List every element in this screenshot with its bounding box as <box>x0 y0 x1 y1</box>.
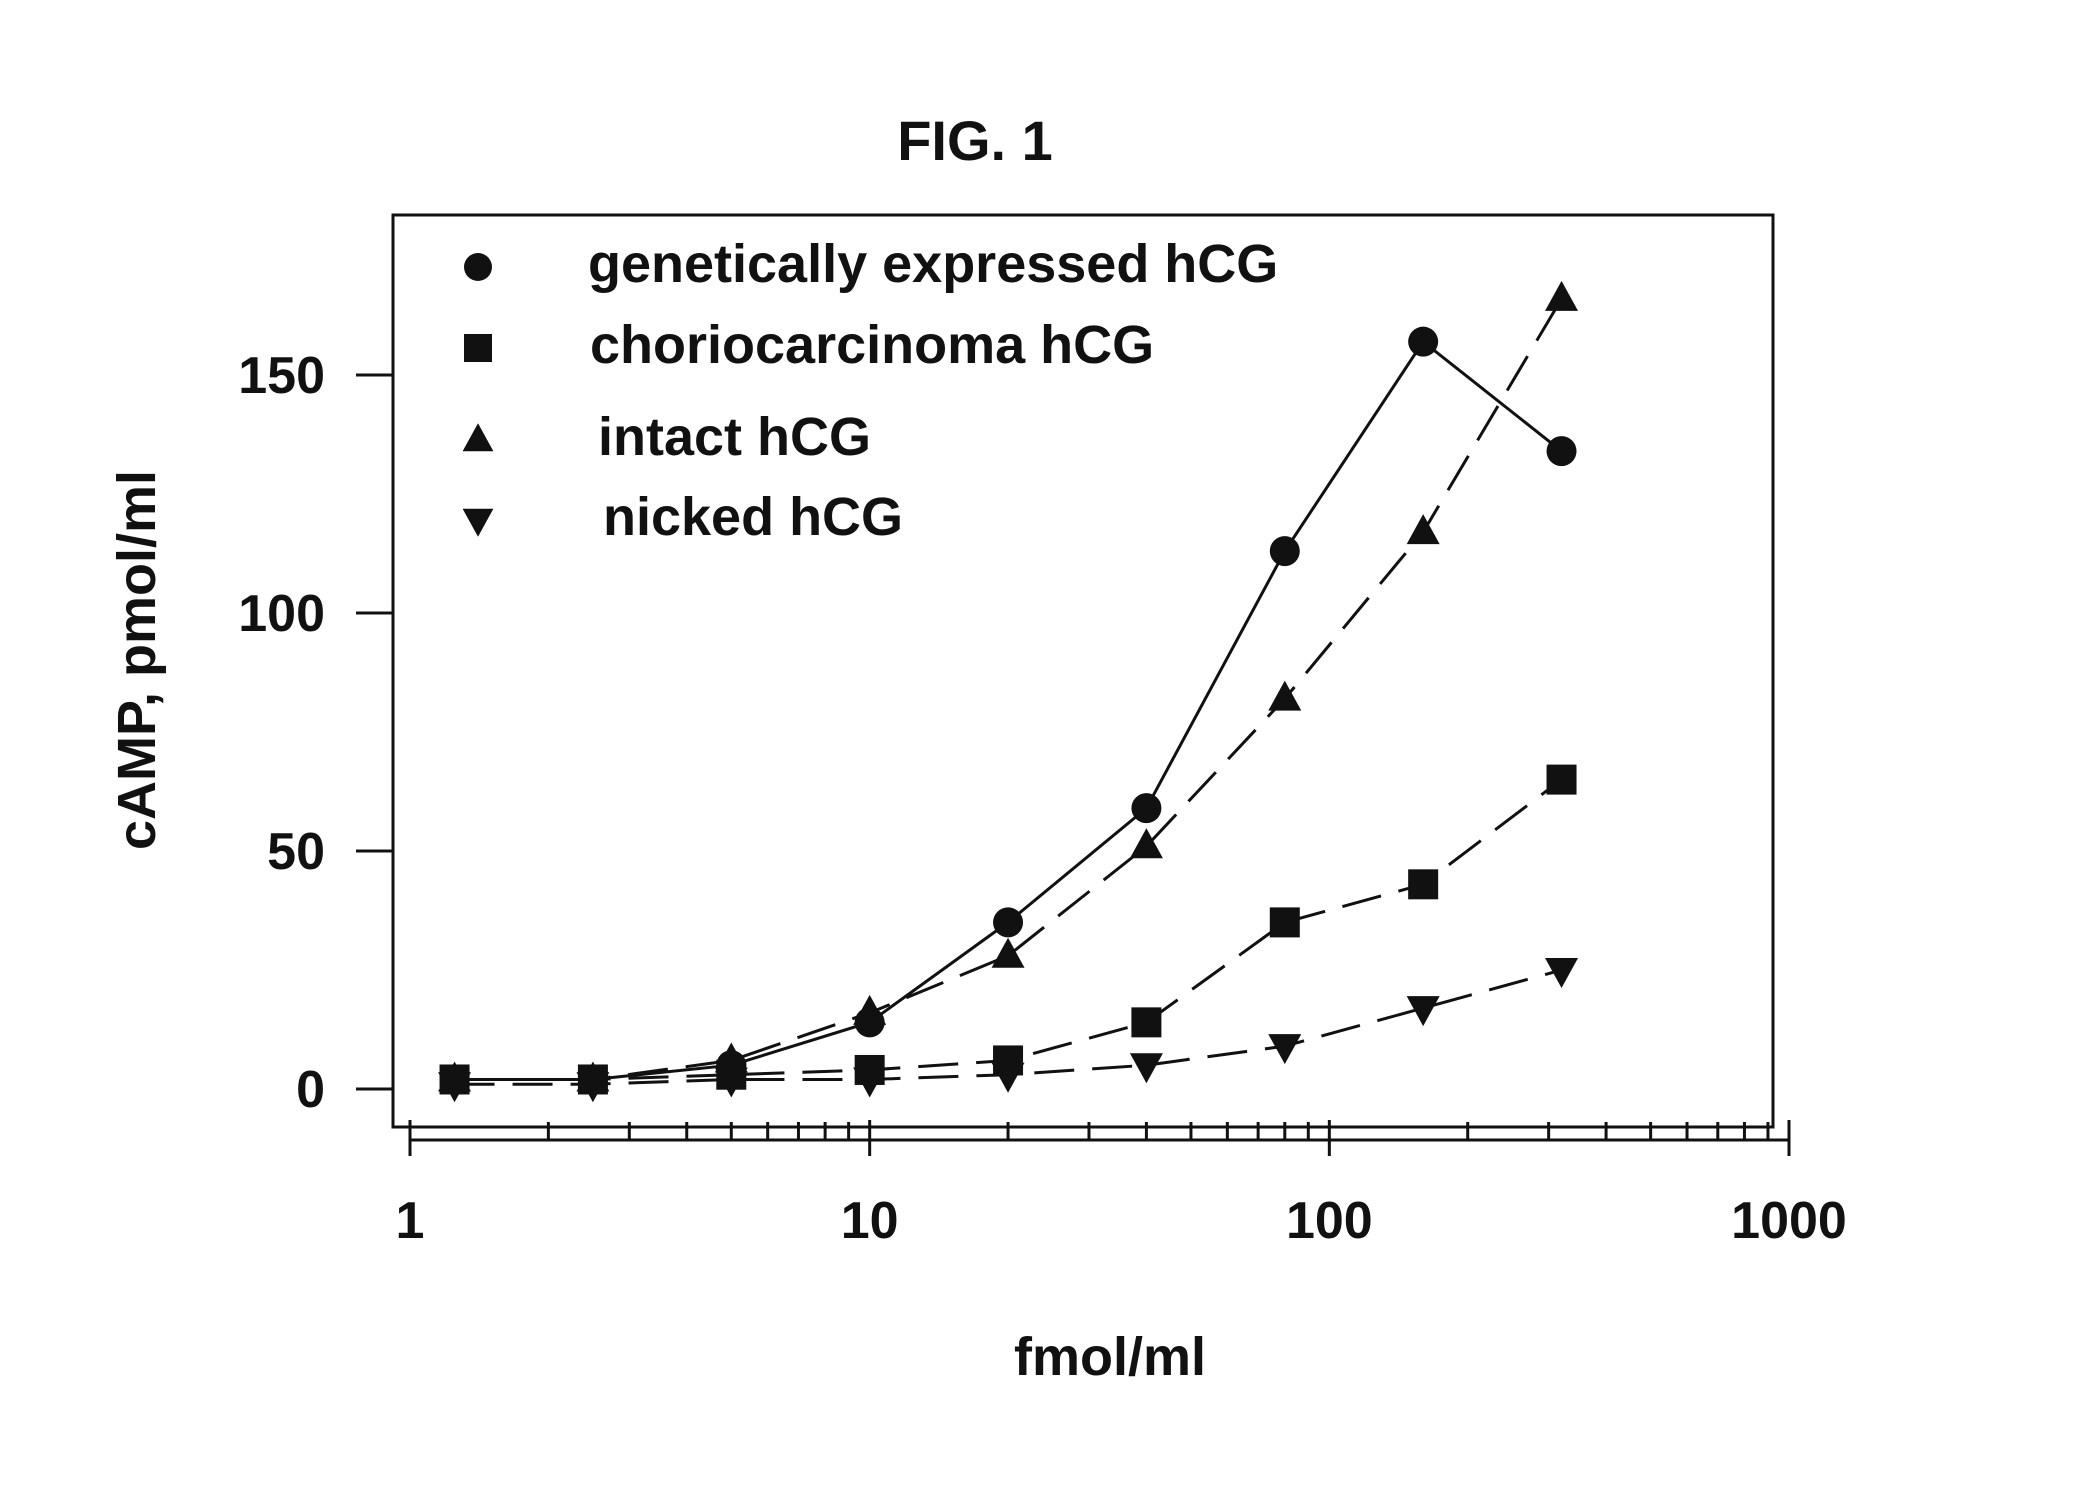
x-tick-label: 100 <box>1286 1192 1373 1250</box>
chart-title: FIG. 1 <box>897 109 1053 172</box>
data-point-intact-hcg <box>853 995 886 1025</box>
data-point-choriocarcinoma-hcg <box>1131 1007 1161 1037</box>
data-point-intact-hcg <box>992 938 1025 968</box>
legend-marker-genetically-expressed-hcg <box>464 253 492 281</box>
y-tick-label: 50 <box>267 823 325 881</box>
data-point-genetically-expressed-hcg <box>1408 327 1438 357</box>
data-point-genetically-expressed-hcg <box>1270 536 1300 566</box>
y-axis-label: cAMP, pmol/ml <box>107 470 167 850</box>
data-point-genetically-expressed-hcg <box>1547 436 1577 466</box>
legend-label-genetically-expressed-hcg: genetically expressed hCG <box>588 234 1278 294</box>
legend-marker-intact-hcg <box>463 423 494 451</box>
data-point-nicked-hcg <box>1130 1053 1163 1083</box>
y-tick-label: 0 <box>296 1061 325 1119</box>
data-point-intact-hcg <box>1545 281 1578 311</box>
data-point-genetically-expressed-hcg <box>993 907 1023 937</box>
x-tick-label: 10 <box>841 1192 899 1250</box>
legend-marker-nicked-hcg <box>463 509 494 537</box>
x-tick-label: 1 <box>396 1192 425 1250</box>
y-tick-label: 100 <box>238 585 325 643</box>
data-point-intact-hcg <box>1268 681 1301 711</box>
data-point-choriocarcinoma-hcg <box>1270 907 1300 937</box>
data-point-genetically-expressed-hcg <box>1131 793 1161 823</box>
data-point-choriocarcinoma-hcg <box>1547 765 1577 795</box>
legend-label-intact-hcg: intact hCG <box>598 407 871 467</box>
x-tick-label: 1000 <box>1731 1192 1847 1250</box>
x-axis-label: fmol/ml <box>1014 1327 1206 1387</box>
data-point-nicked-hcg <box>992 1063 1025 1093</box>
legend-label-nicked-hcg: nicked hCG <box>603 487 903 547</box>
data-point-intact-hcg <box>1407 514 1440 544</box>
legend-label-choriocarcinoma-hcg: choriocarcinoma hCG <box>590 315 1154 375</box>
data-point-choriocarcinoma-hcg <box>1408 869 1438 899</box>
y-tick-label: 150 <box>238 347 325 405</box>
legend-marker-choriocarcinoma-hcg <box>464 334 492 362</box>
